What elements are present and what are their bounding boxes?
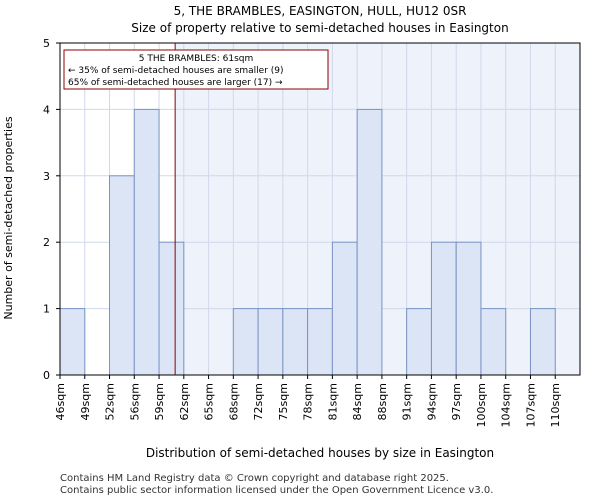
y-axis-label: Number of semi-detached properties [2,116,15,319]
bar-94sqm [430,241,457,376]
x-tick-label: 104sqm [500,383,513,427]
x-tick-label: 49sqm [79,383,92,420]
x-tick-label: 91sqm [401,383,414,420]
annotation-line-3: 65% of semi-detached houses are larger (… [68,78,283,88]
x-tick-label: 107sqm [524,383,537,427]
x-tick-label: 68sqm [227,383,240,420]
y-tick-label: 3 [43,170,50,183]
x-tick-label: 65sqm [203,383,216,420]
bar-91sqm [406,308,432,376]
bar-75sqm [282,308,309,376]
x-tick-label: 56sqm [128,383,141,420]
x-tick-label: 100sqm [475,383,488,427]
x-tick-label: 72sqm [252,383,265,420]
y-tick-label: 1 [43,303,50,316]
annotation-box [63,49,329,90]
chart-subtitle: Size of property relative to semi-detach… [131,21,508,35]
x-axis-ticks: 46sqm 49sqm 52sqm 56sqm 59sqm 62sqm 65sqm 68sqm… [54,375,562,427]
x-tick-label: 110sqm [549,383,562,427]
x-tick-label: 81sqm [326,383,339,420]
bar-52sqm [109,175,135,376]
x-tick-label: 94sqm [425,383,438,420]
y-axis-ticks: 0 1 2 3 4 5 [43,37,60,382]
x-tick-label: 59sqm [153,383,166,420]
marker-annotation: 5 THE BRAMBLES: 61sqm ← 35% of semi-deta… [63,49,329,90]
x-tick-label: 75sqm [277,383,290,420]
x-tick-label: 52sqm [104,383,117,420]
bars [59,108,556,376]
annotation-line-1: 5 THE BRAMBLES: 61sqm [139,54,254,64]
y-tick-label: 0 [43,369,50,382]
bar-56sqm [133,108,160,376]
x-tick-label: 62sqm [178,383,191,420]
x-tick-label: 46sqm [54,383,67,420]
bar-84sqm [356,108,383,376]
bar-68sqm [232,308,259,376]
bar-72sqm [257,308,284,376]
annotation-line-2: ← 35% of semi-detached houses are smalle… [68,66,284,76]
y-tick-label: 2 [43,236,50,249]
footer-line-1: Contains HM Land Registry data © Crown c… [60,473,449,484]
x-tick-label: 88sqm [376,383,389,420]
bar-81sqm [331,241,358,376]
footer-line-2: Contains public sector information licen… [60,485,494,496]
x-tick-label: 84sqm [351,383,364,420]
plot-frame [59,42,581,376]
x-tick-label: 97sqm [450,383,463,420]
bar-59sqm [158,241,185,376]
bar-78sqm [307,308,333,376]
chart-title: 5, THE BRAMBLES, EASINGTON, HULL, HU12 0… [174,4,467,18]
y-tick-label: 5 [43,37,50,50]
bar-46sqm [59,308,86,376]
bar-97sqm [455,241,482,376]
bar-100sqm [480,308,507,376]
x-tick-label: 78sqm [302,383,315,420]
bar-107sqm [529,308,556,376]
x-axis-label: Distribution of semi-detached houses by … [146,446,494,460]
y-tick-label: 4 [43,103,50,116]
